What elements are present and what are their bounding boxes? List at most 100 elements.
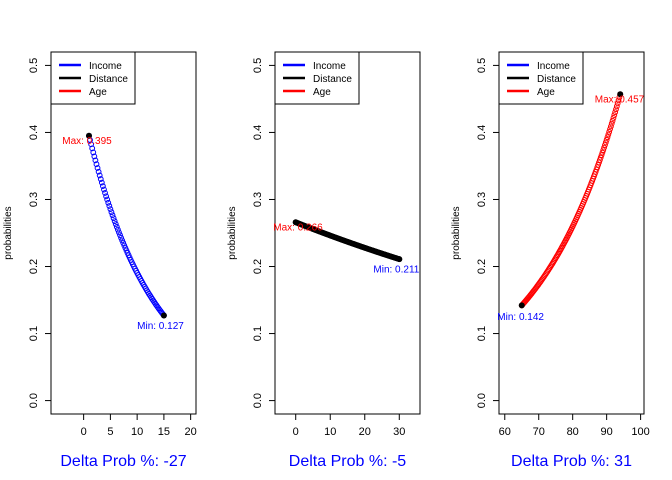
data-point <box>114 226 121 233</box>
chart-panel-1: 0 5 10 15 20 0.0 0.1 0.2 0.3 0.4 0.5 probabilities D… <box>3 51 197 470</box>
endpoint-marker <box>396 256 403 263</box>
data-point <box>107 206 114 213</box>
legend-label: Age <box>537 87 555 98</box>
y-tick-label: 0.3 <box>476 192 488 207</box>
max-annotation: Max: 0.266 <box>273 222 323 233</box>
x-tick-label: 10 <box>324 426 336 438</box>
data-point <box>609 117 616 124</box>
min-annotation: Min: 0.142 <box>497 312 544 323</box>
legend-label: Income <box>313 61 346 72</box>
x-tick-label: 100 <box>631 426 649 438</box>
endpoint-marker <box>160 312 167 319</box>
data-point <box>608 120 615 127</box>
data-point <box>601 144 607 151</box>
data-point <box>597 154 604 161</box>
max-annotation: Max: 0.457 <box>595 94 645 105</box>
x-tick-label: 70 <box>533 426 545 438</box>
legend: Income Distance Age <box>50 51 136 105</box>
data-point <box>607 126 613 133</box>
data-point <box>614 100 621 107</box>
endpoint-marker <box>617 91 624 98</box>
data-point <box>95 168 102 175</box>
x-axis-title: Delta Prob %: -5 <box>289 453 406 470</box>
x-tick-label: 20 <box>359 426 371 438</box>
min-annotation: Min: 0.127 <box>137 321 184 332</box>
data-point <box>97 176 104 182</box>
legend-label: Distance <box>537 74 576 85</box>
x-tick-label: 30 <box>393 426 405 438</box>
data-point <box>110 215 117 222</box>
y-tick-label: 0.1 <box>252 326 264 341</box>
data-point <box>90 149 97 156</box>
data-point <box>101 186 107 193</box>
data-point <box>607 123 614 130</box>
legend-label: Age <box>89 87 107 98</box>
data-point <box>98 179 105 186</box>
y-axis-title: probabilities <box>227 206 238 259</box>
legend-label: Income <box>537 61 570 72</box>
data-point <box>598 152 605 159</box>
data-point <box>613 103 620 110</box>
y-tick-label: 0.0 <box>476 393 488 408</box>
legend: Income Distance Age <box>498 51 584 105</box>
data-point <box>96 172 103 179</box>
y-tick-label: 0.5 <box>252 58 264 73</box>
data-point <box>610 115 617 121</box>
max-annotation: Max: 0.395 <box>62 136 112 147</box>
legend-label: Age <box>313 87 331 98</box>
data-point <box>112 221 119 227</box>
x-tick-label: 0 <box>81 426 87 438</box>
data-point <box>118 234 124 241</box>
data-point <box>606 128 613 135</box>
x-tick-label: 90 <box>601 426 613 438</box>
y-tick-label: 0.1 <box>476 326 488 341</box>
data-point <box>605 131 612 138</box>
data-point <box>611 112 618 118</box>
data-point <box>602 139 609 146</box>
y-tick-label: 0.2 <box>28 259 40 274</box>
data-point <box>100 183 106 190</box>
y-tick-label: 0.0 <box>28 393 40 408</box>
data-point <box>106 203 113 209</box>
chart-panel-3: 60 70 80 90 100 0.0 0.1 0.2 0.3 0.4 0.5 probabiliti… <box>451 51 650 470</box>
x-axis-title: Delta Prob %: 31 <box>511 453 632 470</box>
data-point <box>113 223 120 230</box>
data-point <box>615 97 622 104</box>
data-point <box>89 145 96 152</box>
chart-panel-2: 0 10 20 30 0.0 0.1 0.2 0.3 0.4 0.5 probabilities De… <box>227 51 421 470</box>
y-axis-title: probabilities <box>3 206 14 259</box>
plot-frame <box>50 51 197 415</box>
x-tick-label: 10 <box>131 426 143 438</box>
data-point <box>105 199 112 206</box>
legend-label: Distance <box>313 74 352 85</box>
data-point <box>599 149 606 156</box>
data-point <box>612 109 619 116</box>
data-point <box>92 157 99 164</box>
data-point <box>94 165 101 171</box>
data-point <box>91 153 98 160</box>
min-annotation: Min: 0.211 <box>373 265 419 276</box>
y-tick-label: 0.4 <box>476 125 488 140</box>
x-tick-label: 15 <box>158 426 170 438</box>
y-tick-label: 0.5 <box>28 58 40 73</box>
data-point <box>103 193 110 200</box>
x-axis-title: Delta Prob %: -27 <box>60 453 186 470</box>
legend-label: Income <box>89 61 122 72</box>
data-point <box>109 212 116 219</box>
y-axis-title: probabilities <box>451 206 462 259</box>
y-tick-label: 0.1 <box>28 326 40 341</box>
y-tick-label: 0.2 <box>476 259 488 274</box>
x-tick-label: 5 <box>107 426 113 438</box>
x-tick-label: 60 <box>499 426 511 438</box>
data-point <box>117 232 123 239</box>
y-tick-label: 0.4 <box>252 125 264 140</box>
data-point <box>93 161 100 168</box>
data-point <box>104 196 111 203</box>
data-point <box>603 136 610 143</box>
x-tick-label: 80 <box>567 426 579 438</box>
data-point <box>613 106 619 113</box>
data-point <box>600 147 607 154</box>
endpoint-marker <box>518 302 525 309</box>
endpoint-marker <box>292 219 299 226</box>
